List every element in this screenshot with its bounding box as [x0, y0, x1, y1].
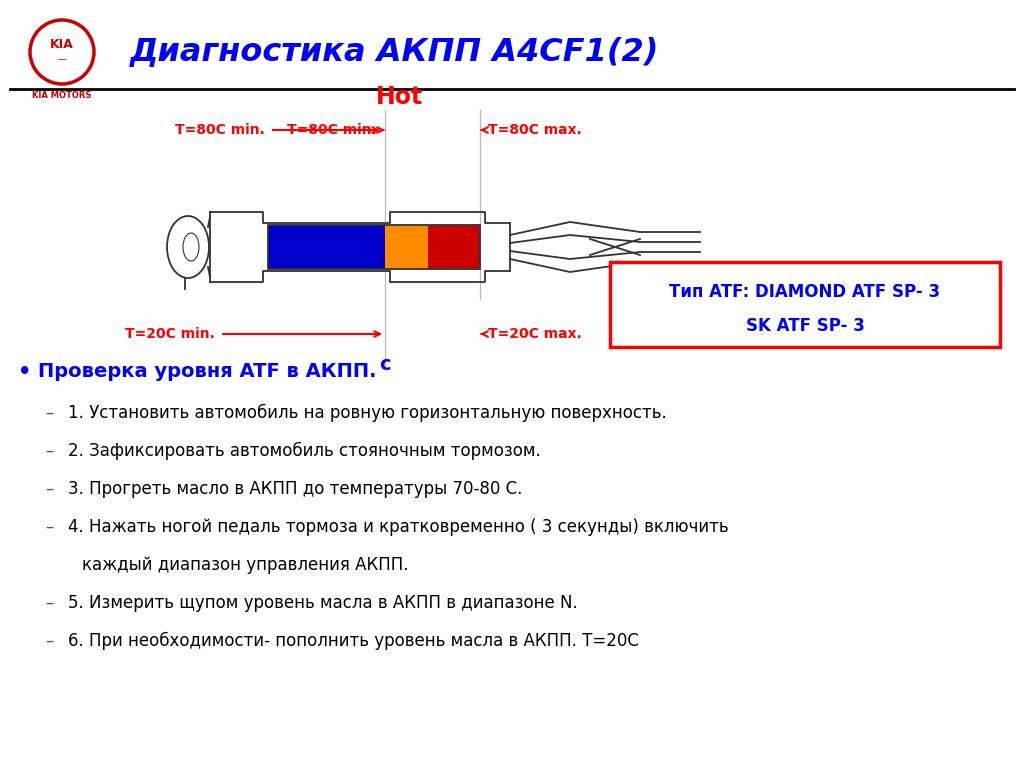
Text: c: c [379, 354, 391, 374]
Text: T=20C max.: T=20C max. [488, 327, 582, 341]
Text: 1. Установить автомобиль на ровную горизонтальную поверхность.: 1. Установить автомобиль на ровную гориз… [68, 404, 667, 423]
Text: —: — [57, 55, 67, 64]
Text: 4. Нажать ногой педаль тормоза и кратковременно ( 3 секунды) включить: 4. Нажать ногой педаль тормоза и кратков… [68, 518, 729, 536]
Text: KIA MOTORS: KIA MOTORS [33, 91, 92, 100]
Text: KIA: KIA [50, 38, 74, 51]
Text: –: – [45, 518, 53, 536]
Text: 6. При необходимости- пополнить уровень масла в АКПП. Т=20С: 6. При необходимости- пополнить уровень … [68, 632, 639, 650]
Bar [268, 225, 480, 269]
Text: 2. Зафиксировать автомобиль стояночным тормозом.: 2. Зафиксировать автомобиль стояночным т… [68, 442, 541, 460]
Text: T=80C min.: T=80C min. [175, 123, 265, 137]
Ellipse shape [183, 233, 199, 261]
Text: каждый диапазон управления АКПП.: каждый диапазон управления АКПП. [82, 556, 409, 574]
Text: T=80C max.: T=80C max. [488, 123, 582, 137]
Text: •: • [18, 362, 32, 382]
Bar [428, 225, 480, 269]
Text: SK ATF SP- 3: SK ATF SP- 3 [745, 317, 864, 334]
Text: Диагностика АКПП А4CF1(2): Диагностика АКПП А4CF1(2) [130, 37, 659, 67]
Text: T=80C min.: T=80C min. [287, 123, 377, 137]
Bar [268, 225, 385, 269]
Text: 3. Прогреть масло в АКПП до температуры 70-80 С.: 3. Прогреть масло в АКПП до температуры … [68, 480, 522, 498]
Text: 5. Измерить щупом уровень масла в АКПП в диапазоне N.: 5. Измерить щупом уровень масла в АКПП в… [68, 594, 578, 612]
Text: –: – [45, 480, 53, 498]
Bar [610, 262, 1000, 347]
Bar [385, 225, 428, 269]
Text: –: – [45, 632, 53, 650]
Text: Тип ATF: DIAMOND ATF SP- 3: Тип ATF: DIAMOND ATF SP- 3 [670, 283, 941, 301]
Text: –: – [45, 594, 53, 612]
Text: Проверка уровня ATF в АКПП.: Проверка уровня ATF в АКПП. [38, 362, 377, 381]
Text: Hot: Hot [377, 85, 424, 109]
Text: T=20C min.: T=20C min. [125, 327, 215, 341]
Text: –: – [45, 404, 53, 422]
Text: –: – [45, 442, 53, 460]
